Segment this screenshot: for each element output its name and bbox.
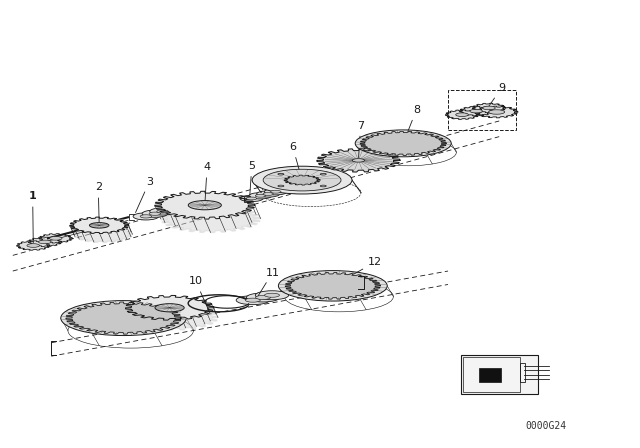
- Ellipse shape: [38, 240, 51, 244]
- Text: 6: 6: [289, 142, 301, 177]
- Bar: [520, 363, 525, 382]
- Ellipse shape: [352, 159, 365, 162]
- Ellipse shape: [271, 190, 281, 193]
- Polygon shape: [161, 205, 260, 233]
- Polygon shape: [155, 191, 255, 219]
- Ellipse shape: [155, 304, 184, 312]
- Text: 9: 9: [488, 83, 505, 108]
- Polygon shape: [317, 149, 400, 172]
- Ellipse shape: [488, 110, 505, 114]
- Ellipse shape: [257, 191, 280, 197]
- Text: 1: 1: [29, 191, 36, 243]
- Text: 12: 12: [335, 257, 382, 284]
- Ellipse shape: [456, 113, 468, 116]
- Polygon shape: [476, 106, 518, 118]
- Ellipse shape: [150, 208, 175, 215]
- Polygon shape: [360, 131, 446, 155]
- Text: 4: 4: [204, 162, 211, 202]
- Text: 8: 8: [404, 105, 420, 141]
- Polygon shape: [130, 305, 218, 330]
- Ellipse shape: [264, 293, 280, 297]
- Polygon shape: [74, 226, 132, 242]
- Ellipse shape: [355, 130, 451, 157]
- Polygon shape: [70, 217, 129, 233]
- Ellipse shape: [263, 193, 273, 195]
- Ellipse shape: [157, 210, 168, 213]
- Polygon shape: [445, 110, 479, 120]
- Ellipse shape: [236, 296, 269, 305]
- Ellipse shape: [49, 237, 62, 240]
- Ellipse shape: [246, 197, 257, 200]
- Ellipse shape: [252, 166, 352, 194]
- Text: 5: 5: [248, 161, 255, 195]
- Polygon shape: [284, 175, 320, 185]
- Ellipse shape: [483, 106, 495, 110]
- Ellipse shape: [249, 193, 272, 199]
- Polygon shape: [125, 295, 214, 320]
- Ellipse shape: [263, 169, 341, 191]
- Ellipse shape: [142, 210, 168, 217]
- Ellipse shape: [255, 194, 266, 197]
- Text: 0000G24: 0000G24: [525, 421, 566, 431]
- Ellipse shape: [149, 212, 161, 215]
- Text: 10: 10: [189, 276, 210, 313]
- Ellipse shape: [61, 301, 186, 336]
- Ellipse shape: [140, 215, 152, 218]
- Polygon shape: [17, 241, 50, 250]
- Ellipse shape: [246, 293, 280, 302]
- Text: 2: 2: [95, 182, 102, 223]
- Ellipse shape: [278, 271, 387, 301]
- Ellipse shape: [470, 109, 483, 113]
- Bar: [461, 355, 538, 394]
- Polygon shape: [472, 103, 506, 113]
- Ellipse shape: [240, 195, 263, 202]
- Ellipse shape: [255, 291, 289, 300]
- Ellipse shape: [133, 213, 159, 220]
- Bar: [448, 90, 516, 130]
- Polygon shape: [460, 106, 493, 116]
- Text: 7: 7: [357, 121, 364, 158]
- Ellipse shape: [188, 201, 221, 210]
- Ellipse shape: [27, 244, 40, 247]
- Polygon shape: [66, 302, 181, 334]
- Ellipse shape: [255, 296, 271, 299]
- Ellipse shape: [245, 298, 260, 302]
- Polygon shape: [285, 272, 380, 299]
- Ellipse shape: [264, 189, 287, 195]
- Text: 11: 11: [257, 267, 280, 297]
- Ellipse shape: [90, 223, 109, 228]
- Bar: [479, 368, 501, 382]
- Text: 3: 3: [136, 177, 153, 212]
- Bar: [463, 357, 520, 392]
- Polygon shape: [28, 237, 61, 247]
- Polygon shape: [39, 233, 72, 243]
